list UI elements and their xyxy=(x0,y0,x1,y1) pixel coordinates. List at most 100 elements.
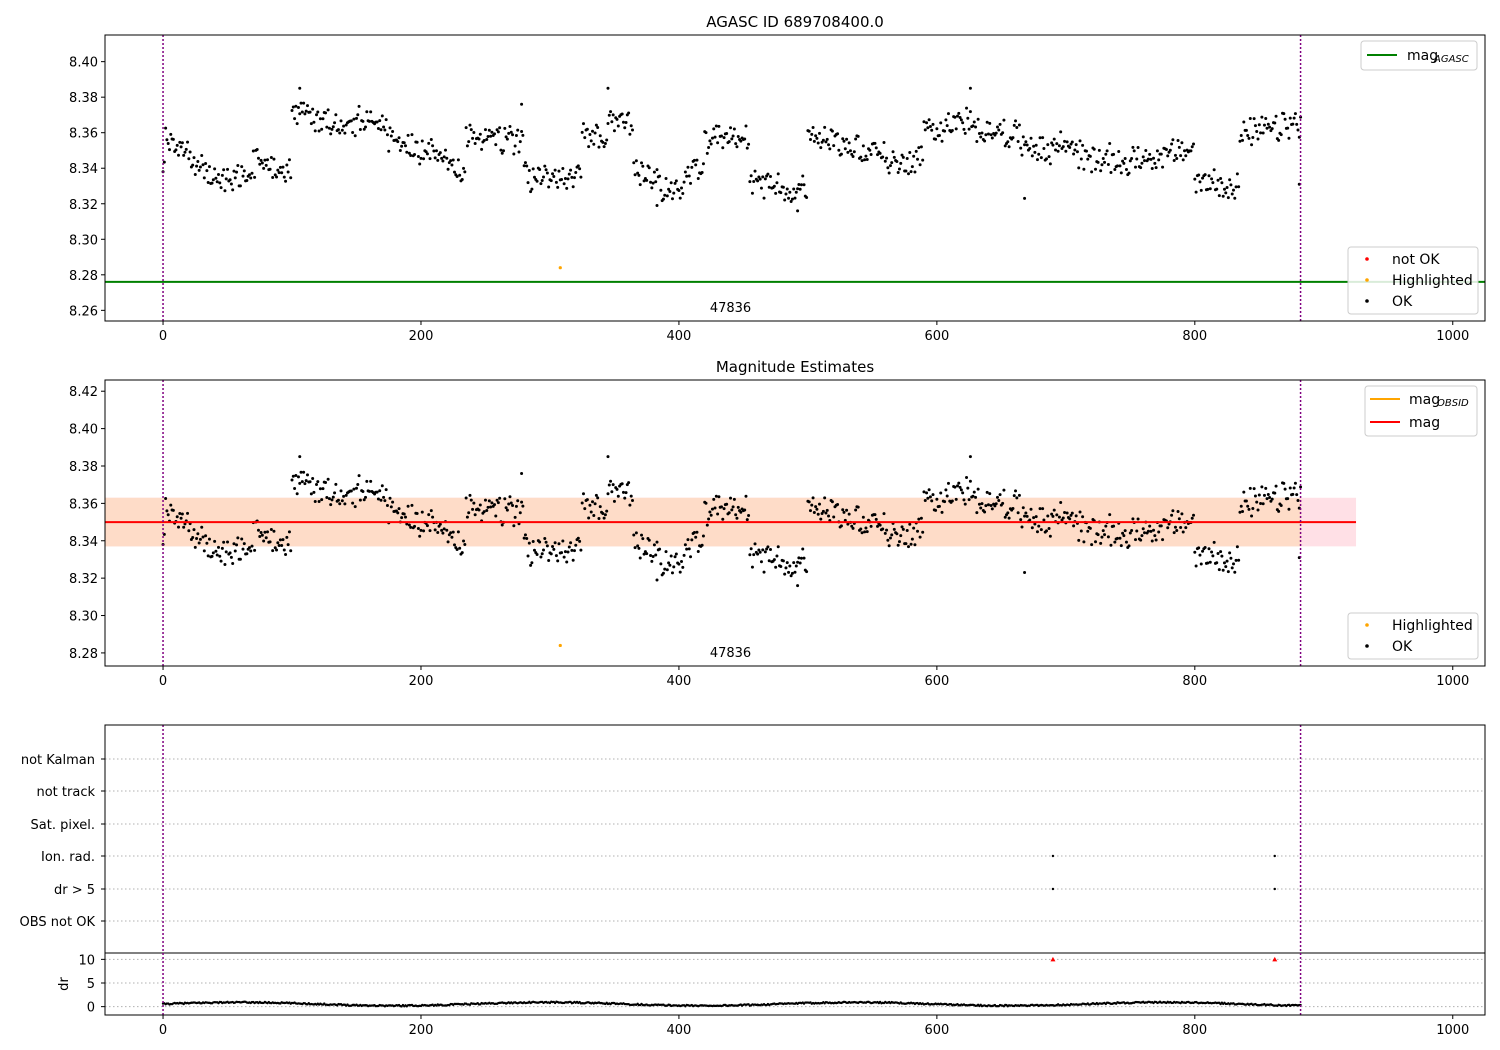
ok-point xyxy=(238,184,242,188)
ok-point xyxy=(677,188,681,192)
ok-point xyxy=(1144,148,1148,152)
ok-point xyxy=(326,477,330,481)
ok-point xyxy=(1065,140,1069,144)
ok-point xyxy=(864,154,868,158)
ok-point xyxy=(757,175,761,179)
ok-points xyxy=(161,86,1303,213)
ok-point xyxy=(422,157,426,161)
ok-point xyxy=(592,142,596,146)
ok-point xyxy=(776,545,780,549)
ok-point xyxy=(758,177,762,181)
ok-point xyxy=(1139,538,1143,542)
ok-point xyxy=(727,511,731,515)
ok-point xyxy=(1208,560,1212,564)
ok-point xyxy=(349,489,353,493)
ok-point xyxy=(900,153,904,157)
ok-point xyxy=(354,486,358,490)
ok-point xyxy=(957,111,961,115)
dr-tick-label: 10 xyxy=(78,953,95,968)
ok-point xyxy=(266,158,270,162)
ok-point xyxy=(788,190,792,194)
ok-point xyxy=(241,547,245,551)
ok-point xyxy=(561,539,565,543)
ok-point xyxy=(451,158,455,162)
ok-point xyxy=(258,162,262,166)
ok-point xyxy=(271,176,275,180)
ok-point xyxy=(994,131,998,135)
ok-point xyxy=(634,531,638,535)
ok-point xyxy=(1194,564,1198,568)
ok-point xyxy=(1177,517,1181,521)
ok-point xyxy=(787,196,791,200)
ok-point xyxy=(692,158,696,162)
ok-point xyxy=(1253,494,1257,498)
ok-point xyxy=(526,181,530,185)
ok-point xyxy=(1118,164,1122,168)
ok-point xyxy=(1234,185,1238,189)
ok-point xyxy=(873,141,877,145)
ok-point xyxy=(921,158,925,162)
ok-point xyxy=(280,543,284,547)
ok-point xyxy=(551,172,555,176)
ok-point xyxy=(1252,487,1256,491)
ok-point xyxy=(531,539,535,543)
ok-point xyxy=(1075,150,1079,154)
ok-point xyxy=(339,489,343,493)
ok-point xyxy=(832,144,836,148)
legend-upper xyxy=(1360,40,1478,71)
ok-point xyxy=(520,102,524,106)
ok-point xyxy=(284,552,288,556)
ok-points xyxy=(161,455,1303,588)
ok-point xyxy=(792,561,796,565)
ok-point xyxy=(180,512,184,516)
ok-point xyxy=(330,498,334,502)
ok-point xyxy=(164,126,168,130)
ok-point xyxy=(531,167,535,171)
ok-point xyxy=(827,514,831,518)
ok-point xyxy=(1235,545,1239,549)
ok-point xyxy=(434,149,438,153)
ok-point xyxy=(886,538,890,542)
ok-point xyxy=(1037,152,1041,156)
ok-point xyxy=(325,125,329,129)
ok-point xyxy=(623,496,627,500)
ok-point xyxy=(1293,481,1297,485)
ok-point xyxy=(1259,131,1263,135)
ok-point xyxy=(532,548,536,552)
ok-point xyxy=(685,547,689,551)
ok-point xyxy=(891,150,895,154)
ok-point xyxy=(808,138,812,142)
ok-point xyxy=(1086,157,1090,161)
ok-point xyxy=(207,165,211,169)
ok-point xyxy=(669,554,673,558)
ok-point xyxy=(382,495,386,499)
ok-point xyxy=(1101,157,1105,161)
ok-point xyxy=(668,563,672,567)
ok-point xyxy=(419,156,423,160)
ok-point xyxy=(273,173,277,177)
ok-point xyxy=(824,140,828,144)
ok-point xyxy=(1094,167,1098,171)
ok-point xyxy=(507,502,511,506)
ok-point xyxy=(296,105,300,109)
ok-point xyxy=(1179,526,1183,530)
ok-point xyxy=(1141,527,1145,531)
ok-point xyxy=(819,146,823,150)
ok-point xyxy=(460,177,464,181)
ok-point xyxy=(566,550,570,554)
ok-point xyxy=(1041,507,1045,511)
ok-point xyxy=(650,559,654,563)
ok-point xyxy=(1124,168,1128,172)
ok-point xyxy=(1197,546,1201,550)
ok-point xyxy=(892,527,896,531)
ok-point xyxy=(455,175,459,179)
flag-label: dr > 5 xyxy=(54,883,95,898)
ok-point xyxy=(1023,514,1027,518)
ok-point xyxy=(1212,540,1216,544)
ok-point xyxy=(899,534,903,538)
ok-point xyxy=(331,125,335,129)
ok-point xyxy=(302,101,306,105)
ok-point xyxy=(745,518,749,522)
flag-label: not Kalman xyxy=(21,753,95,768)
ok-point xyxy=(1274,484,1278,488)
